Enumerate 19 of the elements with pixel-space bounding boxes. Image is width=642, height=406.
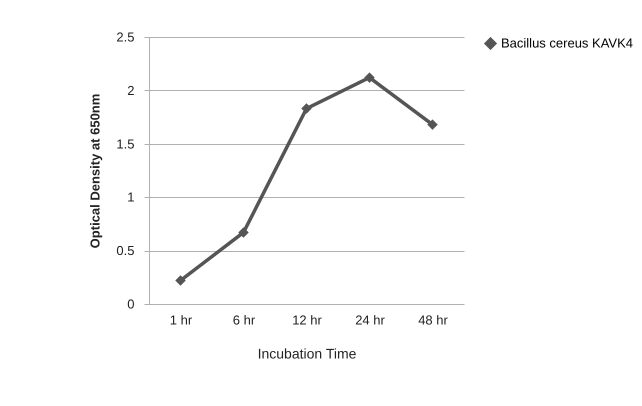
y-axis-title: Optical Density at 650nm	[87, 94, 102, 248]
x-tick-label: 6 hr	[232, 312, 256, 328]
x-tick-label: 48 hr	[418, 312, 448, 328]
y-tick-label: 2.5	[116, 30, 134, 44]
point	[427, 119, 438, 130]
x-axis-title: Incubation Time	[258, 346, 357, 362]
y-tick-label: 1.5	[116, 136, 134, 152]
x-tick-label: 1 hr	[170, 312, 193, 328]
point	[175, 275, 186, 286]
y-tick-label: 1	[127, 190, 134, 205]
legend-label: Bacillus cereus KAVK4	[501, 36, 633, 50]
y-tick-label: 0	[127, 296, 134, 312]
x-tick-label: 12 hr	[292, 312, 322, 328]
y-tick-label: 2	[127, 82, 134, 98]
point	[364, 72, 375, 83]
x-tick-label: 24 hr	[355, 312, 386, 328]
point	[238, 227, 249, 238]
y-tick-label: 0.5	[116, 243, 134, 258]
point	[301, 103, 312, 114]
